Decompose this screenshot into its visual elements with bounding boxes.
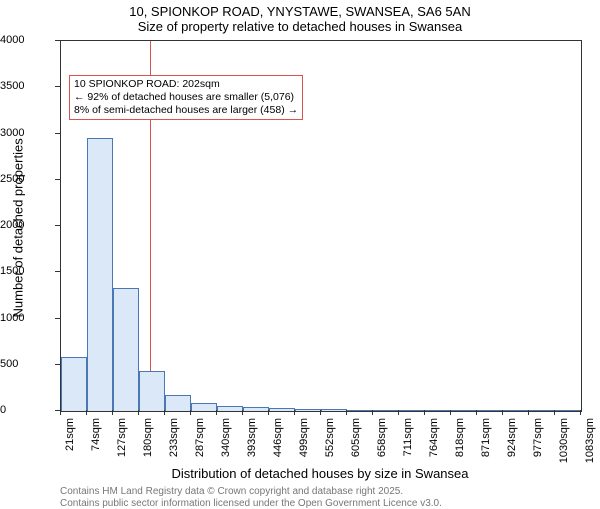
xtick-mark <box>190 410 191 415</box>
x-axis-label: Distribution of detached houses by size … <box>60 466 580 481</box>
ytick-mark <box>55 40 60 41</box>
histogram-bar <box>243 407 269 411</box>
xtick-mark <box>138 410 139 415</box>
xtick-mark <box>424 410 425 415</box>
ytick-mark <box>55 133 60 134</box>
xtick-mark <box>398 410 399 415</box>
xtick-mark <box>60 410 61 415</box>
histogram-bar <box>217 406 243 411</box>
xtick-mark <box>242 410 243 415</box>
ytick-mark <box>55 225 60 226</box>
histogram-bar <box>555 410 581 411</box>
xtick-mark <box>294 410 295 415</box>
annotation-box: 10 SPIONKOP ROAD: 202sqm ← 92% of detach… <box>69 75 303 120</box>
ytick-label: 2500 <box>0 173 54 185</box>
xtick-mark <box>346 410 347 415</box>
ytick-label: 2000 <box>0 219 54 231</box>
annotation-smaller: ← 92% of detached houses are smaller (5,… <box>74 91 298 104</box>
histogram-bar <box>347 410 373 411</box>
ytick-mark <box>55 86 60 87</box>
xtick-mark <box>320 410 321 415</box>
ytick-mark <box>55 318 60 319</box>
histogram-bar <box>529 410 555 411</box>
xtick-mark <box>528 410 529 415</box>
histogram-bar <box>373 410 399 411</box>
histogram-bar <box>87 138 113 411</box>
xtick-mark <box>580 410 581 415</box>
xtick-mark <box>450 410 451 415</box>
xtick-mark <box>554 410 555 415</box>
histogram-bar <box>321 409 347 411</box>
ytick-label: 500 <box>0 358 54 370</box>
ytick-label: 0 <box>0 404 54 416</box>
xtick-mark <box>216 410 217 415</box>
ytick-mark <box>55 179 60 180</box>
xtick-mark <box>164 410 165 415</box>
ytick-label: 3000 <box>0 127 54 139</box>
chart-container: 10, SPIONKOP ROAD, YNYSTAWE, SWANSEA, SA… <box>0 0 600 500</box>
histogram-bar <box>113 288 139 411</box>
histogram-bar <box>295 409 321 411</box>
xtick-mark <box>86 410 87 415</box>
xtick-mark <box>268 410 269 415</box>
ytick-mark <box>55 364 60 365</box>
ytick-label: 4000 <box>0 34 54 46</box>
histogram-bar <box>165 395 191 411</box>
ytick-label: 1000 <box>0 312 54 324</box>
xtick-label: 1083sqm <box>584 418 596 474</box>
ytick-mark <box>55 271 60 272</box>
plot-area: 10 SPIONKOP ROAD: 202sqm ← 92% of detach… <box>60 40 582 412</box>
histogram-bar <box>61 357 87 411</box>
ytick-label: 1500 <box>0 265 54 277</box>
footer-line1: Contains HM Land Registry data © Crown c… <box>60 486 403 497</box>
xtick-mark <box>476 410 477 415</box>
chart-title-line1: 10, SPIONKOP ROAD, YNYSTAWE, SWANSEA, SA… <box>0 4 600 19</box>
xtick-mark <box>372 410 373 415</box>
chart-title-line2: Size of property relative to detached ho… <box>0 19 600 34</box>
annotation-larger: 8% of semi-detached houses are larger (4… <box>74 104 298 117</box>
ytick-label: 3500 <box>0 80 54 92</box>
histogram-bar <box>139 371 165 411</box>
annotation-title: 10 SPIONKOP ROAD: 202sqm <box>74 78 298 91</box>
histogram-bar <box>451 410 477 411</box>
xtick-mark <box>112 410 113 415</box>
histogram-bar <box>503 410 529 411</box>
histogram-bar <box>269 408 295 411</box>
histogram-bar <box>399 410 425 411</box>
histogram-bar <box>191 403 217 411</box>
xtick-mark <box>502 410 503 415</box>
histogram-bar <box>425 410 451 411</box>
histogram-bar <box>477 410 503 411</box>
